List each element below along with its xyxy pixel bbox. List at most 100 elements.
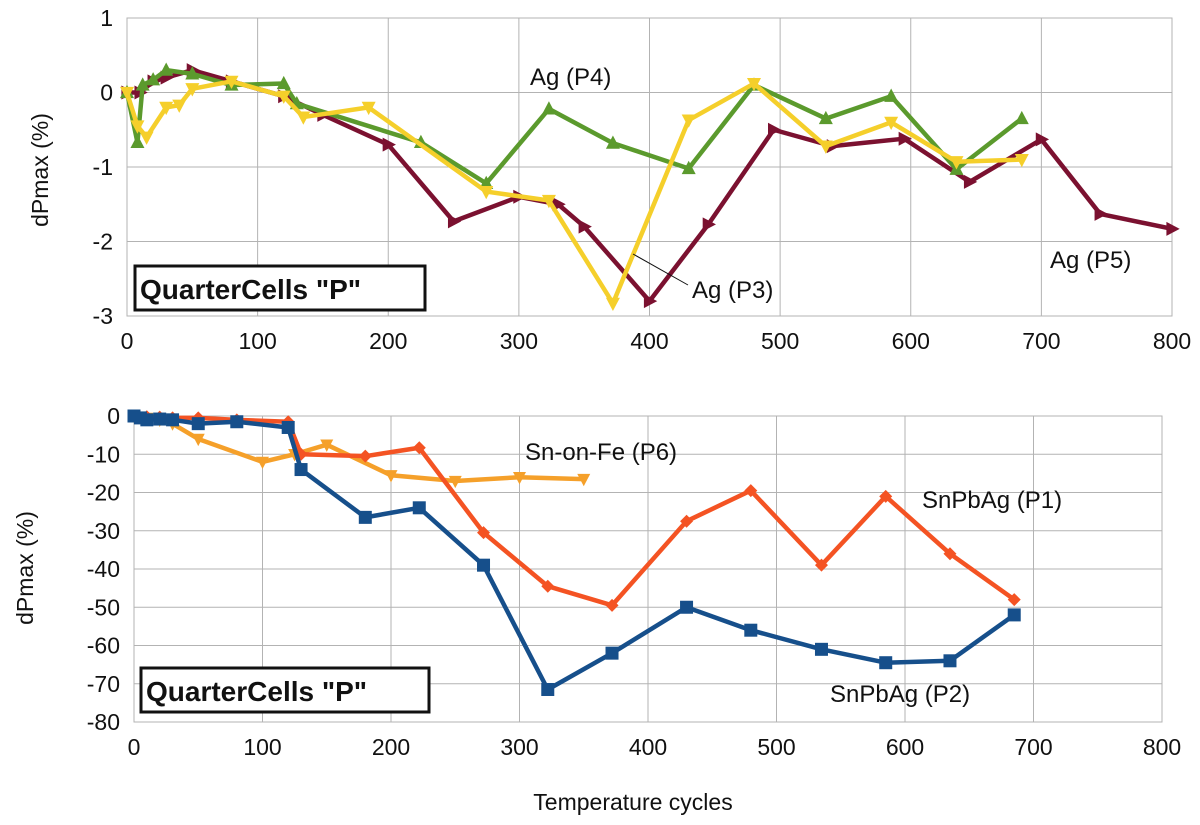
top-chart-y-tick-label: 0: [100, 80, 113, 106]
data-point-sn-on-fe-p6: [513, 472, 526, 485]
data-point-snpbag-p2: [140, 413, 154, 427]
data-point-snpbag-p2: [230, 415, 244, 429]
series-ag-p3: [120, 75, 1029, 312]
top-chart-gridlines: [126, 17, 1173, 317]
data-point-ag-p5: [1035, 132, 1050, 147]
bottom-chart-x-tick-label: 400: [629, 734, 667, 760]
data-point-snpbag-p2: [294, 463, 308, 477]
data-point-snpbag-p1: [477, 526, 491, 540]
data-point-ag-p4: [185, 66, 200, 80]
top-chart-x-tick-label: 0: [121, 328, 134, 354]
bottom-chart-y-tick-label: -40: [87, 556, 120, 582]
top-chart-x-tick-label: 300: [500, 328, 538, 354]
data-point-ag-p3: [949, 156, 964, 170]
data-point-ag-p5: [1094, 206, 1108, 221]
top-chart-x-tick-label: 700: [1022, 328, 1060, 354]
data-point-snpbag-p1: [814, 558, 828, 572]
data-point-ag-p4: [130, 134, 145, 149]
data-point-sn-on-fe-p6: [191, 433, 205, 447]
bottom-chart-y-tick-label: -80: [87, 709, 120, 735]
data-point-ag-p5: [702, 217, 716, 232]
data-point-ag-p3: [681, 114, 696, 128]
data-point-ag-p4: [605, 135, 620, 149]
top-chart-x-tick-label: 200: [369, 328, 407, 354]
bottom-chart-box-label-text: QuarterCells "P": [146, 676, 367, 707]
data-point-ag-p3: [159, 101, 174, 116]
data-point-snpbag-p1: [744, 484, 758, 498]
data-point-ag-p3: [541, 194, 556, 209]
data-point-snpbag-p2: [814, 642, 828, 656]
data-point-ag-p4: [135, 77, 150, 91]
data-point-ag-p4: [479, 175, 494, 189]
data-point-ag-p4: [681, 160, 696, 175]
annotation-ag-p3-leader: [632, 253, 689, 286]
bottom-chart-ticks: 0 100 200 300 400 500 600 700 800 0 -10 -20 -30 -40 -5…: [87, 403, 1181, 760]
data-point-snpbag-p2: [281, 420, 295, 434]
data-point-sn-on-fe-p6: [256, 456, 269, 470]
top-chart-y-tick-label: 1: [100, 5, 113, 31]
top-chart-ticks: 0 100 200 300 400 500 600 700 800 1 0 -1 -2 -3: [93, 5, 1192, 354]
top-chart-y-axis-title: dPmax (%): [27, 113, 53, 227]
data-point-ag-p5: [643, 294, 658, 309]
top-chart-y-tick-label: -2: [93, 229, 113, 255]
bottom-chart-y-tick-label: -20: [87, 480, 120, 506]
data-point-snpbag-p2: [191, 417, 205, 431]
annotation-ag-p5: Ag (P5): [1050, 247, 1131, 274]
data-point-snpbag-p2: [1007, 608, 1021, 622]
data-point-ag-p3: [224, 75, 239, 90]
top-chart-series: [120, 62, 1180, 312]
data-point-ag-p3: [139, 131, 154, 145]
data-point-ag-p3: [120, 86, 134, 101]
top-chart-y-tick-label: -1: [93, 154, 113, 180]
annotation-sn-on-fe-p6: Sn-on-Fe (P6): [525, 439, 677, 466]
data-point-ag-p3: [479, 185, 494, 200]
data-point-ag-p4: [818, 110, 833, 125]
bottom-chart-y-tick-label: -30: [87, 518, 120, 544]
top-chart-box-label: QuarterCells "P": [133, 264, 427, 312]
bottom-chart-y-tick-label: -60: [87, 633, 120, 659]
data-point-ag-p3: [747, 77, 761, 92]
top-chart: 0 100 200 300 400 500 600 700 800 1 0 -1 -2 -3 dPmax …: [27, 5, 1191, 354]
data-point-ag-p4: [159, 62, 174, 76]
data-point-ag-p5: [767, 122, 782, 137]
bottom-chart-x-tick-label: 700: [1014, 734, 1052, 760]
annotation-ag-p3: Ag (P3): [692, 277, 773, 304]
data-point-snpbag-p2: [541, 682, 555, 696]
data-point-snpbag-p1: [412, 441, 426, 455]
data-point-snpbag-p2: [943, 654, 957, 668]
data-point-snpbag-p1: [680, 514, 694, 528]
data-point-ag-p4: [146, 72, 161, 86]
bottom-chart-plot-frame: [133, 415, 1163, 723]
top-chart-x-tick-label: 500: [761, 328, 799, 354]
bottom-chart: 0 100 200 300 400 500 600 700 800 0 -10 -20 -30 -40 -5…: [12, 403, 1181, 815]
data-point-ag-p3: [172, 99, 187, 113]
data-point-snpbag-p2: [744, 623, 758, 637]
data-point-ag-p5: [578, 219, 592, 234]
data-point-ag-p4: [1014, 110, 1029, 125]
data-point-ag-p3: [605, 297, 620, 312]
data-point-ag-p4: [276, 75, 291, 90]
data-point-ag-p5: [447, 214, 462, 229]
top-chart-y-tick-label: -3: [93, 303, 113, 329]
data-point-snpbag-p1: [541, 579, 555, 593]
data-point-sn-on-fe-p6: [320, 439, 334, 452]
data-point-ag-p3: [276, 90, 291, 104]
data-point-sn-on-fe-p6: [384, 470, 398, 483]
annotation-ag-p4: Ag (P4): [530, 64, 611, 91]
data-point-ag-p3: [185, 83, 200, 97]
data-point-ag-p3: [361, 101, 376, 116]
data-point-snpbag-p2: [879, 656, 893, 670]
data-point-snpbag-p2: [605, 646, 619, 660]
data-point-snpbag-p1: [358, 449, 372, 463]
bottom-chart-x-axis-title: Temperature cycles: [533, 789, 732, 815]
data-point-snpbag-p1: [605, 598, 619, 612]
bottom-chart-x-tick-label: 200: [372, 734, 410, 760]
bottom-chart-y-axis-title: dPmax (%): [12, 511, 38, 625]
data-point-ag-p3: [296, 111, 311, 125]
data-point-ag-p5: [382, 137, 396, 152]
data-point-snpbag-p2: [477, 558, 491, 572]
top-chart-x-tick-label: 600: [892, 328, 930, 354]
top-chart-x-tick-label: 800: [1153, 328, 1191, 354]
bottom-chart-x-tick-label: 0: [128, 734, 141, 760]
